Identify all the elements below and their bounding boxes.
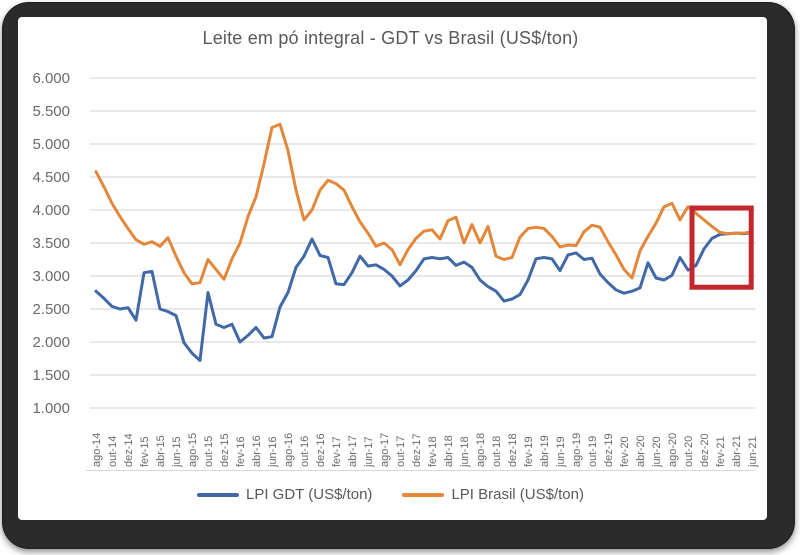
x-tick-label: ago-19 [571, 433, 583, 467]
x-tick-label: jun-21 [747, 436, 759, 468]
chart-legend: LPI GDT (US$/ton) LPI Brasil (US$/ton) [16, 486, 765, 503]
x-tick-label: dez-18 [507, 433, 519, 467]
y-tick-label: 4.500 [32, 169, 70, 186]
x-tick-label: jun-19 [555, 436, 567, 468]
x-tick-label: abr-17 [347, 435, 359, 467]
x-tick-label: out-16 [299, 436, 311, 467]
y-tick-label: 2.000 [32, 334, 70, 351]
gdt-line-series [94, 230, 754, 362]
x-tick-label: dez-17 [411, 433, 423, 467]
chart-title: Leite em pó integral - GDT vs Brasil (US… [202, 28, 579, 48]
brasil-line-series [94, 122, 754, 286]
x-tick-label: jun-18 [459, 436, 471, 468]
x-tick-label: ago-20 [667, 433, 679, 467]
legend-item-brasil: LPI Brasil (US$/ton) [402, 486, 584, 503]
x-tick-label: dez-19 [603, 433, 615, 467]
x-tick-label: abr-20 [635, 435, 647, 467]
x-tick-label: fev-19 [523, 436, 535, 467]
x-tick-label: ago-18 [475, 433, 487, 467]
y-tick-label: 5.500 [32, 103, 70, 120]
x-tick-label: jun-17 [363, 436, 375, 468]
brasil-line-swatch-icon [402, 492, 445, 497]
y-tick-label: 3.500 [32, 235, 70, 252]
x-tick-label: ago-17 [379, 433, 391, 467]
x-tick-label: abr-19 [539, 435, 551, 467]
x-tick-label: abr-18 [443, 435, 455, 467]
x-tick-label: ago-15 [187, 433, 199, 467]
highlight-box [689, 205, 754, 290]
x-tick-label: out-14 [107, 436, 119, 467]
x-tick-label: fev-16 [235, 436, 247, 467]
x-tick-label: dez-16 [315, 433, 327, 467]
x-tick-label: fev-18 [427, 436, 439, 467]
x-tick-label: dez-15 [219, 433, 231, 467]
x-tick-label: abr-21 [731, 435, 743, 467]
x-tick-label: ago-16 [283, 433, 295, 467]
legend-label-gdt: LPI GDT (US$/ton) [246, 486, 373, 503]
x-tick-label: out-18 [491, 436, 503, 467]
x-tick-label: fev-20 [619, 436, 631, 467]
x-tick-label: jun-16 [267, 436, 279, 468]
y-tick-label: 4.000 [32, 202, 70, 219]
x-tick-label: dez-20 [699, 433, 711, 467]
x-tick-label: out-20 [683, 436, 695, 467]
y-tick-label: 5.000 [32, 136, 70, 153]
x-tick-label: out-15 [203, 436, 215, 467]
legend-item-gdt: LPI GDT (US$/ton) [197, 486, 372, 503]
x-tick-label: fev-15 [139, 436, 151, 467]
y-tick-label: 6.000 [32, 70, 70, 87]
legend-label-brasil: LPI Brasil (US$/ton) [451, 486, 584, 503]
y-tick-label: 1.500 [32, 367, 70, 384]
x-tick-label: abr-15 [155, 435, 167, 467]
x-tick-label: fev-17 [331, 436, 343, 467]
y-tick-label: 2.500 [32, 301, 70, 318]
y-tick-label: 3.000 [32, 268, 70, 285]
chart-panel [18, 17, 767, 520]
x-tick-label: ago-14 [91, 433, 103, 467]
x-tick-label: fev-21 [715, 436, 727, 467]
y-tick-label: 1.000 [32, 400, 70, 417]
x-tick-label: dez-14 [123, 433, 135, 467]
x-tick-label: out-17 [395, 436, 407, 467]
x-tick-label: jun-20 [651, 436, 663, 468]
x-tick-label: out-19 [587, 436, 599, 467]
x-tick-label: abr-16 [251, 435, 263, 467]
gdt-line-swatch-icon [197, 492, 239, 497]
x-tick-label: jun-15 [171, 436, 183, 468]
